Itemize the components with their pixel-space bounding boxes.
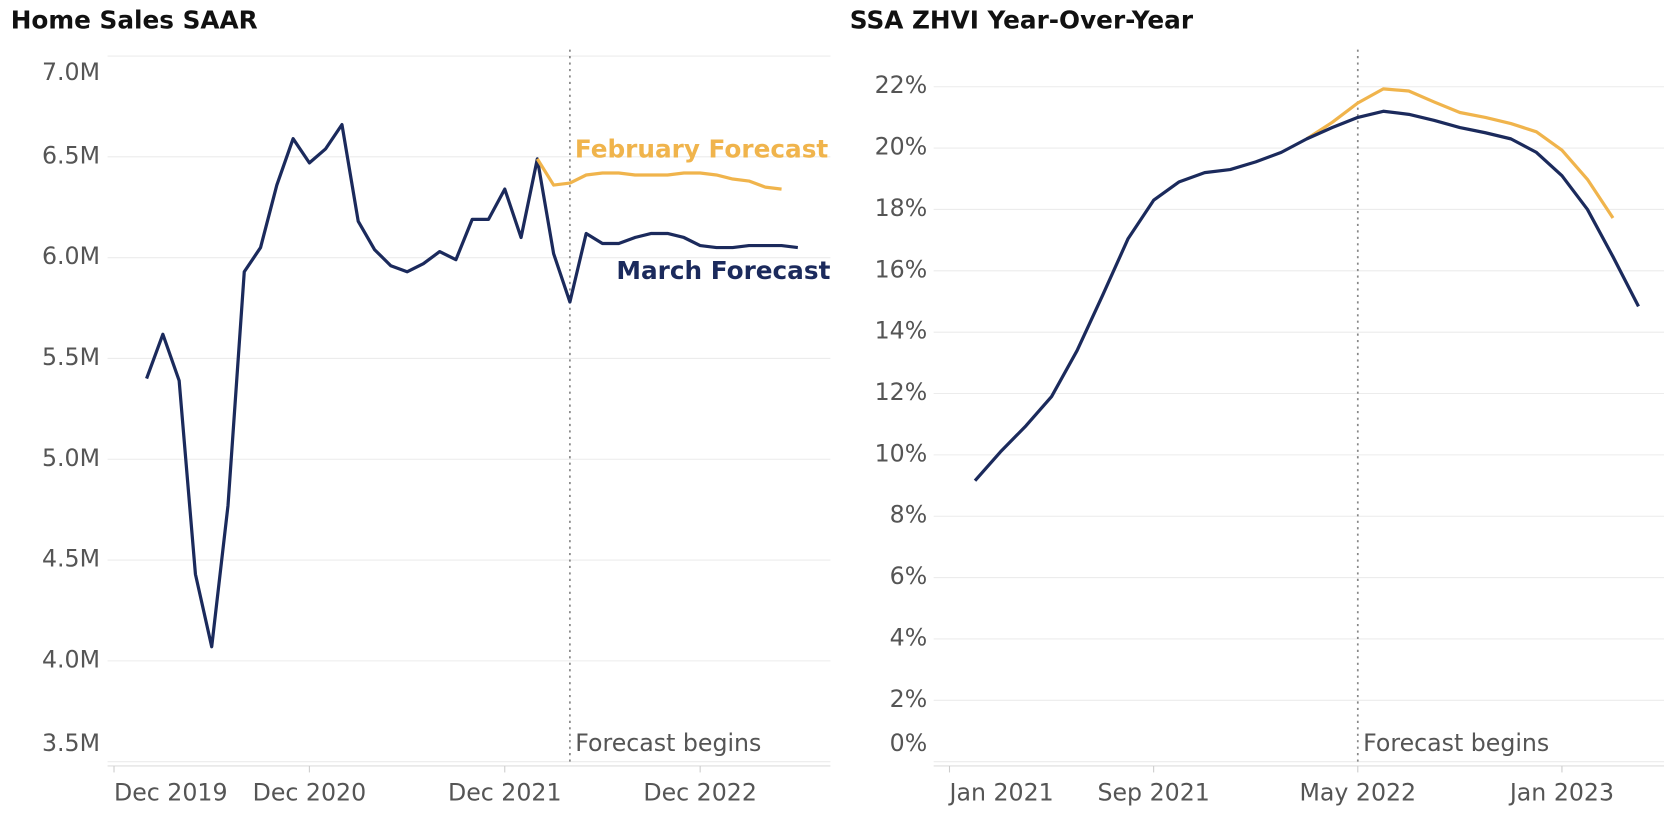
y-tick-label: 6.5M [42, 141, 100, 169]
series-line [145, 122, 799, 649]
x-tick-label: Sep 2021 [1097, 778, 1209, 806]
y-tick-label: 20% [875, 133, 928, 161]
series-line [1305, 87, 1615, 219]
y-tick-label: 2% [890, 685, 928, 713]
y-tick-label: 16% [875, 255, 928, 283]
y-tick-label: 14% [875, 317, 928, 345]
series-label: February Forecast [575, 135, 829, 164]
series-line [973, 109, 1640, 482]
x-tick-label: Jan 2023 [1508, 778, 1614, 806]
x-tick-label: Jan 2021 [947, 778, 1053, 806]
x-tick-label: Dec 2019 [114, 778, 228, 806]
y-tick-label: 22% [875, 71, 928, 99]
y-tick-label: 4.0M [42, 645, 100, 673]
chart-title: Home Sales SAAR [11, 6, 258, 35]
y-tick-label: 10% [875, 439, 928, 467]
y-tick-label: 3.5M [42, 729, 100, 757]
chart-title: SSA ZHVI Year-Over-Year [850, 6, 1194, 35]
y-tick-label: 5.5M [42, 343, 100, 371]
x-tick-label: Dec 2020 [253, 778, 367, 806]
y-tick-label: 7.0M [42, 58, 100, 86]
x-tick-label: May 2022 [1299, 778, 1416, 806]
x-tick-label: Dec 2022 [643, 778, 757, 806]
annotation: Forecast begins [1363, 729, 1549, 757]
y-tick-label: 12% [875, 378, 928, 406]
y-tick-label: 0% [890, 729, 928, 757]
y-tick-label: 4.5M [42, 545, 100, 573]
y-tick-label: 4% [890, 623, 928, 651]
series-line [535, 158, 782, 191]
y-tick-label: 5.0M [42, 444, 100, 472]
y-tick-label: 6% [890, 562, 928, 590]
y-tick-label: 8% [890, 501, 928, 529]
x-tick-label: Dec 2021 [448, 778, 562, 806]
series-label: March Forecast [616, 256, 830, 285]
annotation: Forecast begins [575, 729, 761, 757]
y-tick-label: 6.0M [42, 242, 100, 270]
y-tick-label: 18% [875, 194, 928, 222]
